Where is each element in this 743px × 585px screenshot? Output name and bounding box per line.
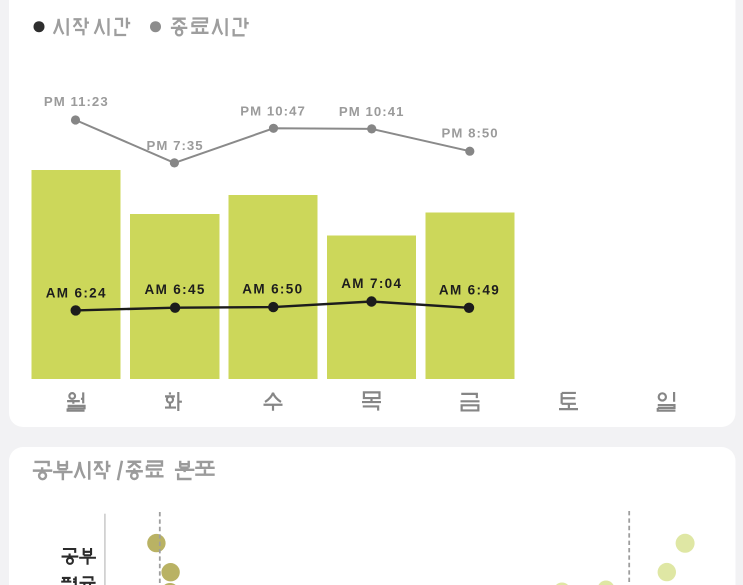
svg-text:PM 10:47: PM 10:47 — [240, 104, 306, 119]
svg-text:AM 6:49: AM 6:49 — [439, 282, 500, 297]
svg-text:PM 7:35: PM 7:35 — [146, 138, 203, 153]
svg-text:PM 8:50: PM 8:50 — [441, 126, 498, 141]
svg-text:AM 6:24: AM 6:24 — [46, 285, 107, 300]
svg-text:PM 11:23: PM 11:23 — [44, 94, 109, 109]
svg-text:AM 7:04: AM 7:04 — [341, 276, 402, 291]
svg-text:AM 6:45: AM 6:45 — [144, 282, 205, 297]
svg-text:PM 10:41: PM 10:41 — [339, 104, 405, 119]
svg-text:AM 6:50: AM 6:50 — [242, 282, 303, 297]
